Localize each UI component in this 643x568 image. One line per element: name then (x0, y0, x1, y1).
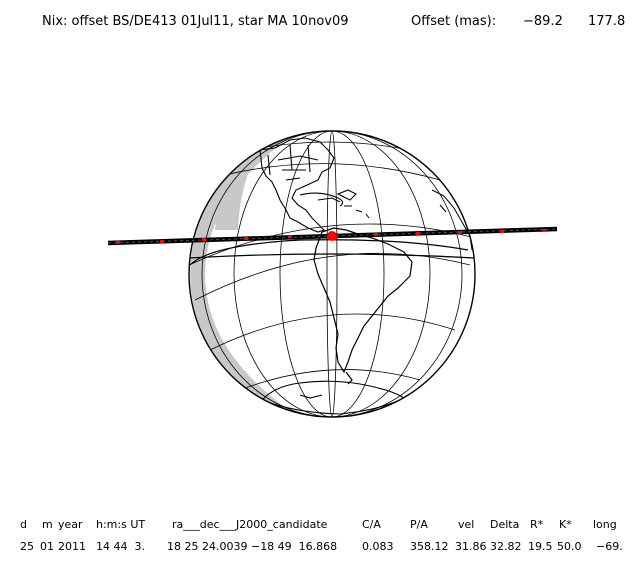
antarctica (261, 380, 406, 415)
title: Nix: offset BS/DE413 01Jul11, star MA 10… (42, 14, 349, 29)
val-delta: 32.82 (490, 540, 522, 553)
val-d: 25 (20, 540, 34, 553)
col-long: long (593, 518, 617, 531)
col-kstar: K* (559, 518, 572, 531)
val-vel: 31.86 (455, 540, 487, 553)
col-m: m (42, 518, 53, 531)
val-kstar: 50.0 (557, 540, 582, 553)
col-d: d (20, 518, 27, 531)
night-shadow (189, 137, 290, 411)
col-radec: ra___dec___J2000_candidate (172, 518, 328, 531)
val-long: −69. (596, 540, 623, 553)
offset-x-value: −89.2 (523, 14, 563, 29)
col-pa: P/A (410, 518, 428, 531)
val-year: 2011 (58, 540, 86, 553)
col-year: year (58, 518, 83, 531)
col-hms: h:m:s UT (96, 518, 146, 531)
val-hms: 14 44 3. (96, 540, 145, 553)
central-event-marker (327, 231, 337, 241)
terminator-line (189, 239, 475, 266)
col-rstar: R* (530, 518, 544, 531)
graticule (189, 131, 475, 417)
north-america (259, 137, 357, 233)
val-radec: 18 25 24.0039 −18 49 16.868 (167, 540, 338, 553)
offset-label: Offset (mas): (411, 14, 497, 29)
caribbean-islands (317, 197, 370, 219)
col-delta: Delta (490, 518, 520, 531)
val-m: 01 (40, 540, 54, 553)
track-time-markers (116, 229, 546, 244)
globe-limb (188, 130, 476, 418)
val-ca: 0.083 (362, 540, 394, 553)
val-rstar: 19.5 (528, 540, 553, 553)
south-america (313, 227, 413, 385)
col-vel: vel (458, 518, 475, 531)
val-pa: 358.12 (410, 540, 449, 553)
offset-y-value: 177.8 (588, 14, 626, 29)
col-ca: C/A (362, 518, 381, 531)
